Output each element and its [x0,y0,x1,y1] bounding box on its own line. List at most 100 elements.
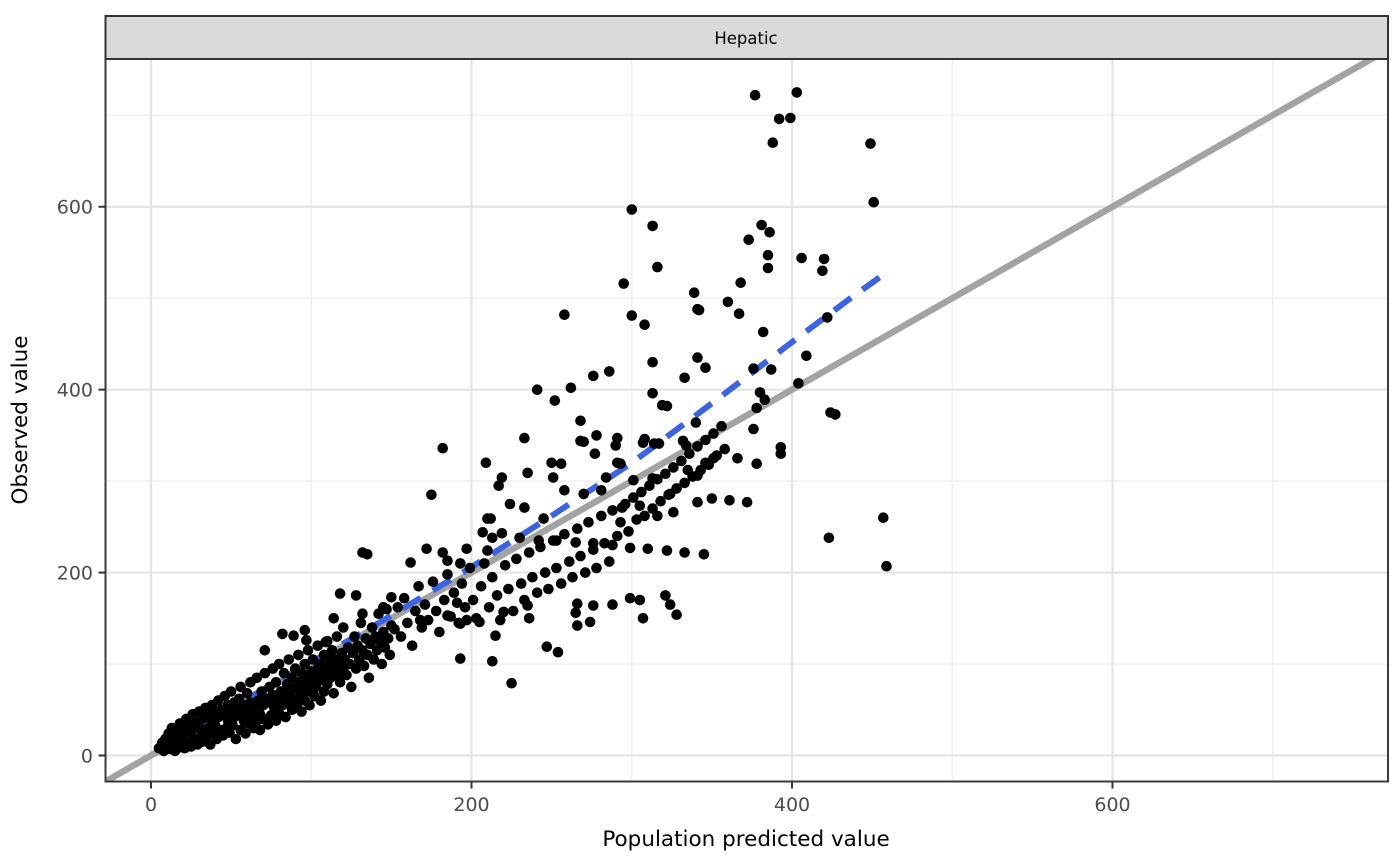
data-point [430,605,442,617]
data-point [751,458,762,470]
data-point [690,417,702,428]
data-point [504,498,516,510]
data-point [334,677,346,688]
data-point [610,440,621,451]
data-point [572,598,583,609]
data-point [350,590,362,601]
data-point [350,663,362,674]
data-point [240,728,251,739]
data-point [719,443,730,455]
data-point [796,252,807,264]
data-point [564,556,575,567]
data-point [555,578,567,589]
data-point [679,547,690,558]
facet-strip-label: Hepatic [714,29,777,48]
data-point [692,470,703,481]
data-point [288,630,299,641]
data-point [539,567,551,578]
data-point [262,719,274,730]
x-tick-label: 200 [453,794,489,816]
data-point [878,512,889,523]
data-point [570,537,581,548]
data-point [604,556,615,567]
data-point [474,616,485,628]
data-point [346,681,357,693]
data-point [559,528,570,540]
data-point [741,496,753,508]
data-point [357,608,368,619]
data-point [451,597,463,609]
data-point [405,557,416,568]
axis-tick-marks [98,205,1114,789]
data-point [830,409,841,420]
data-point [639,510,650,522]
data-point [307,654,319,665]
data-point [299,624,311,636]
data-point [865,138,876,149]
data-point [414,614,426,626]
data-point [628,492,639,503]
data-point [511,553,522,565]
data-point [791,87,803,98]
data-point [589,448,601,460]
data-point [599,538,610,549]
data-point [384,649,396,661]
x-tick-label: 400 [774,794,810,816]
data-point [652,510,663,522]
data-point [225,686,237,697]
data-point [378,602,389,613]
data-point [368,654,380,665]
data-point [698,549,710,560]
data-point [881,560,892,572]
data-point [648,438,660,449]
data-point [455,653,466,664]
data-point [421,543,432,555]
data-point [684,448,695,460]
data-point [392,602,404,613]
data-point [722,296,734,308]
data-point [519,432,530,444]
data-point [413,581,424,592]
data-point [551,562,562,574]
data-point [762,262,774,274]
data-point [495,614,506,626]
data-point [278,667,290,679]
data-point [626,204,638,215]
data-point [588,600,599,611]
data-point [570,607,581,619]
data-point [277,628,288,640]
data-point [749,89,761,101]
data-point [487,571,498,583]
data-point [419,599,431,610]
data-point [483,602,495,613]
data-point [612,457,623,469]
data-point [522,467,533,479]
data-point [531,384,543,396]
data-point [455,618,466,630]
data-point [395,631,407,642]
data-point [748,423,759,435]
gridlines-major [105,59,1388,782]
data-point [283,654,295,665]
data-point [751,402,762,414]
data-point [555,458,567,470]
x-axis-title: Population predicted value [602,827,889,852]
data-point [604,366,615,377]
data-point [549,395,561,406]
data-point [692,496,703,508]
data-point [527,571,538,583]
data-point [482,545,493,556]
data-point [716,420,727,432]
data-point [227,720,238,731]
data-point [523,613,535,624]
data-point [628,474,639,486]
data-point [464,562,476,574]
data-point [515,578,527,589]
data-point [235,681,246,693]
data-point [647,388,658,399]
data-point [591,562,602,574]
data-point [531,587,543,598]
data-point [442,569,453,580]
y-tick-label: 200 [57,563,93,585]
data-point [475,581,487,592]
